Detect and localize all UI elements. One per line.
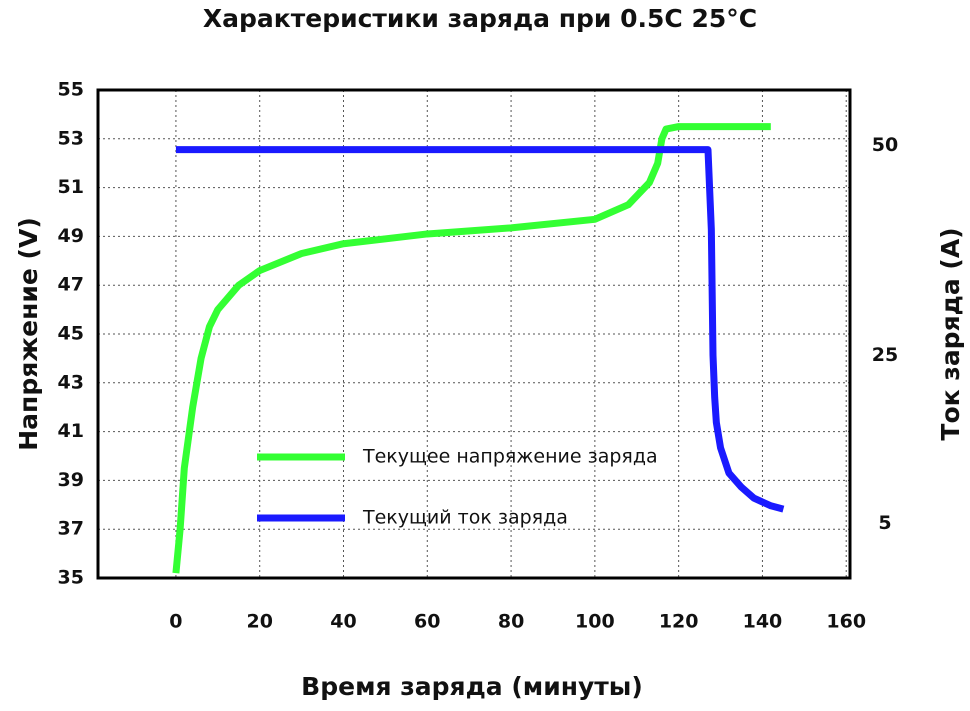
x-tick-label: 140 [743,611,783,633]
x-tick-label: 100 [575,611,615,633]
y-tick-label: 49 [58,225,84,247]
y-tick-label: 47 [58,274,84,296]
y2-axis-label: Ток заряда (A) [936,227,965,440]
legend-label: Текущий ток заряда [362,507,568,529]
y-tick-label: 53 [58,127,84,149]
y-tick-label: 51 [58,176,84,198]
y-tick-label: 41 [58,420,84,442]
y-tick-label: 43 [58,371,84,393]
y-axis-label: Напряжение (V) [14,217,43,451]
plot-frame [96,88,852,580]
legend-label: Текущее напряжение заряда [362,446,658,468]
y-tick-label: 55 [58,79,84,101]
y-tick-label: 35 [58,567,84,589]
y2-tick-label: 25 [872,344,898,366]
x-tick-label: 20 [246,611,272,633]
x-tick-label: 160 [826,611,866,633]
chart-title: Характеристики заряда при 0.5C 25°C [203,4,757,33]
series-line [175,146,785,513]
y-tick-label: 37 [58,518,84,540]
y-tick-label: 39 [58,469,84,491]
y2-tick-label: 5 [878,512,891,534]
x-tick-label: 40 [330,611,356,633]
y-tick-label: 45 [58,323,84,345]
x-tick-label: 120 [659,611,699,633]
x-tick-label: 0 [169,611,182,633]
x-tick-label: 80 [498,611,524,633]
x-axis-label: Время заряда (минуты) [301,672,643,701]
x-tick-label: 60 [414,611,440,633]
y2-tick-label: 50 [872,134,898,156]
